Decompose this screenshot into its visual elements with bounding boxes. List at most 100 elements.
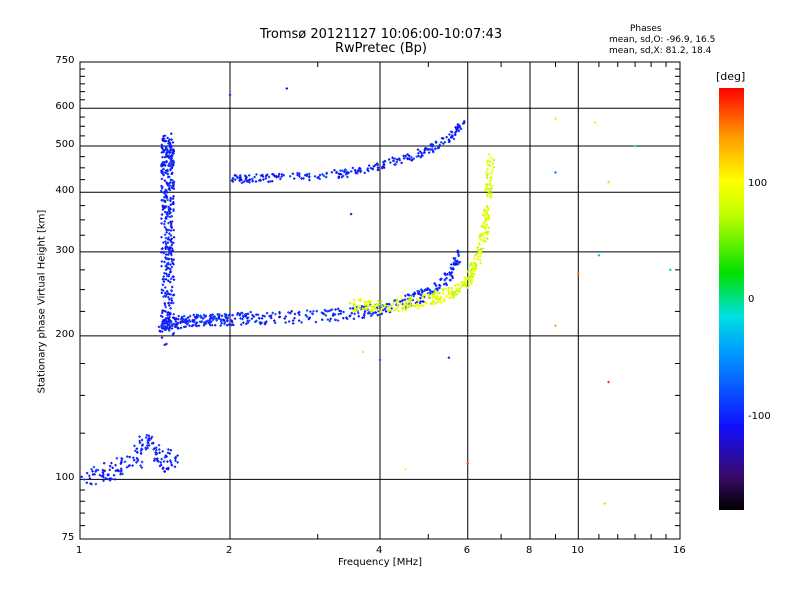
spread-f-point bbox=[170, 297, 173, 300]
x-trace-point bbox=[450, 292, 453, 295]
spread-f-point bbox=[166, 168, 169, 172]
o-trace-point bbox=[305, 309, 309, 312]
x-trace-point bbox=[361, 307, 364, 311]
o-upper-trace-point bbox=[408, 154, 411, 158]
x-trace-point bbox=[458, 286, 462, 290]
x-trace-point bbox=[412, 304, 415, 307]
o-upper-trace-point bbox=[356, 169, 360, 173]
o-trace-point bbox=[445, 283, 449, 287]
o-upper-trace-point bbox=[383, 160, 387, 163]
chart-subtitle: RwPretec (Bp) bbox=[334, 41, 428, 56]
o-trace-point bbox=[182, 314, 186, 318]
spread-f-point bbox=[168, 329, 171, 332]
o-trace-point bbox=[394, 299, 397, 302]
spread-f-point bbox=[169, 229, 173, 232]
o-trace-point bbox=[309, 310, 312, 313]
spread-f-point bbox=[161, 198, 164, 202]
o-trace-point bbox=[450, 271, 454, 274]
low-cluster-point bbox=[156, 457, 159, 460]
x-trace-point bbox=[489, 172, 492, 175]
o-trace-point bbox=[223, 319, 226, 322]
spread-f-point bbox=[172, 184, 175, 188]
x-trace-point bbox=[434, 297, 437, 301]
chart-title: Tromsø 20121127 10:06:00-10:07:43 bbox=[259, 27, 503, 42]
o-trace-point bbox=[342, 316, 345, 320]
o-trace-point bbox=[217, 315, 221, 319]
o-trace-point bbox=[230, 323, 233, 327]
o-upper-trace-point bbox=[448, 133, 451, 136]
o-trace-point bbox=[298, 313, 301, 317]
x-trace-point bbox=[485, 204, 489, 208]
o-trace-point bbox=[216, 313, 219, 316]
x-trace-point bbox=[408, 300, 411, 304]
x-trace-point bbox=[489, 179, 492, 182]
o-trace-point bbox=[443, 278, 447, 281]
x-trace-point bbox=[453, 294, 456, 297]
spread-f-point bbox=[171, 148, 174, 152]
spread-f-point bbox=[164, 236, 168, 240]
low-cluster-point bbox=[102, 462, 106, 465]
o-upper-trace-point bbox=[308, 178, 311, 182]
spread-f-point bbox=[171, 316, 175, 319]
o-upper-trace-point bbox=[267, 180, 270, 183]
spread-f-point bbox=[168, 232, 171, 235]
x-trace-point bbox=[365, 307, 369, 310]
o-trace-point bbox=[209, 314, 212, 317]
o-upper-trace-point bbox=[369, 166, 373, 170]
o-trace-point bbox=[166, 326, 169, 330]
o-trace-point bbox=[164, 328, 168, 331]
o-upper-trace-point bbox=[321, 173, 324, 176]
x-trace-point bbox=[415, 298, 419, 301]
o-trace-point bbox=[378, 313, 382, 316]
o-trace-point bbox=[179, 321, 182, 325]
o-trace-point bbox=[314, 320, 318, 324]
scatter-point bbox=[669, 268, 672, 272]
spread-f-point bbox=[163, 343, 166, 347]
o-trace-point bbox=[263, 315, 266, 318]
o-upper-trace-point bbox=[452, 137, 456, 141]
spread-f-point bbox=[162, 251, 166, 254]
o-upper-trace-point bbox=[359, 168, 362, 172]
o-trace-point bbox=[265, 311, 269, 315]
spread-f-point bbox=[161, 185, 164, 189]
o-upper-trace-point bbox=[402, 157, 406, 160]
o-trace-point bbox=[183, 318, 186, 322]
o-upper-trace-point bbox=[461, 122, 465, 125]
o-upper-trace-point bbox=[418, 150, 422, 153]
o-trace-point bbox=[328, 319, 332, 323]
x-trace-point bbox=[457, 283, 460, 287]
o-trace-point bbox=[336, 307, 340, 310]
o-trace-point bbox=[197, 324, 201, 327]
o-trace-point bbox=[332, 312, 335, 316]
o-trace-point bbox=[452, 268, 455, 271]
low-cluster-point bbox=[135, 461, 138, 464]
x-trace-point bbox=[472, 257, 476, 260]
spread-f-point bbox=[166, 290, 169, 293]
o-upper-trace-point bbox=[393, 163, 396, 166]
low-cluster-point bbox=[120, 457, 124, 460]
x-trace-point bbox=[485, 223, 488, 226]
o-upper-trace-point bbox=[233, 174, 237, 177]
o-trace-point bbox=[457, 261, 461, 264]
spread-f-point bbox=[170, 247, 174, 250]
spread-f-point bbox=[166, 246, 169, 249]
spread-f-point bbox=[161, 155, 164, 159]
o-trace-point bbox=[185, 317, 188, 321]
x-trace-point bbox=[463, 280, 466, 284]
o-trace-point bbox=[190, 324, 194, 328]
o-upper-trace-point bbox=[382, 160, 385, 164]
low-cluster-point bbox=[113, 478, 117, 481]
o-trace-point bbox=[223, 312, 227, 316]
low-cluster-point bbox=[162, 460, 166, 463]
spread-f-point bbox=[170, 289, 173, 292]
spread-f-point bbox=[166, 172, 170, 176]
o-upper-trace-point bbox=[341, 174, 345, 178]
o-trace-point bbox=[198, 320, 202, 323]
o-trace-point bbox=[315, 309, 318, 313]
x-trace-point bbox=[481, 213, 485, 217]
y-tick-label: 300 bbox=[55, 244, 75, 256]
low-cluster-point bbox=[173, 465, 177, 468]
o-trace-point bbox=[304, 313, 308, 317]
o-upper-trace-point bbox=[353, 169, 357, 172]
spread-f-point bbox=[166, 311, 169, 315]
